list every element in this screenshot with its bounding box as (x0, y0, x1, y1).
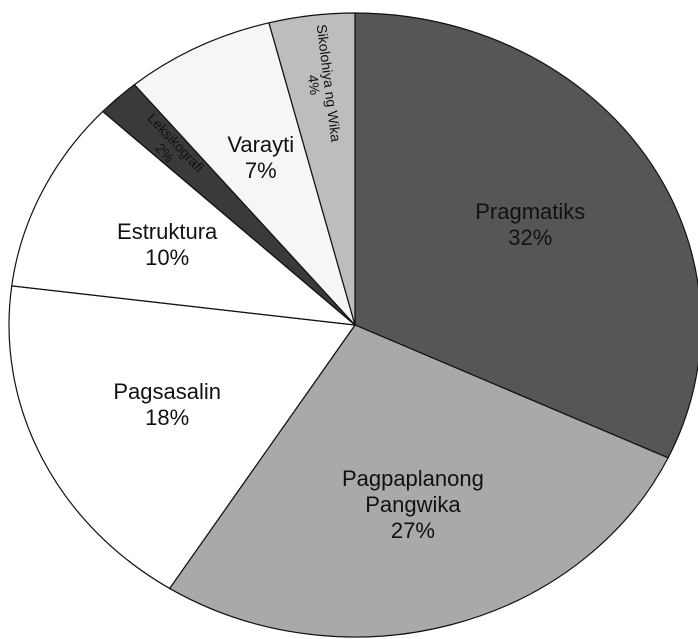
value-label: 27% (390, 517, 435, 543)
value-label: 18% (145, 404, 190, 430)
slice-label: Pagsasalin 18% (67, 379, 267, 431)
pie-slice (8, 285, 357, 590)
value-label: 32% (508, 224, 553, 250)
category-label: Pagpaplanong Pangwika (341, 465, 484, 517)
category-label: Estruktura (117, 219, 218, 245)
pie-slice (268, 12, 356, 326)
category-label: Varayti (227, 132, 295, 158)
slice-label: Pagpaplanong Pangwika 27% (313, 466, 513, 544)
pie-slice (133, 22, 356, 326)
slice-label: Estruktura 10% (67, 219, 267, 271)
slice-label: Pragmatiks 32% (430, 199, 630, 251)
pie-slice (354, 12, 698, 459)
pie-slice (11, 110, 357, 326)
slice-label: Varayti 7% (161, 132, 361, 184)
pie-slice (168, 324, 669, 638)
value-label: 10% (145, 245, 190, 271)
category-label: Pagsasalin (113, 378, 221, 404)
value-label: 7% (244, 158, 277, 184)
category-label: Pragmatiks (475, 198, 586, 224)
